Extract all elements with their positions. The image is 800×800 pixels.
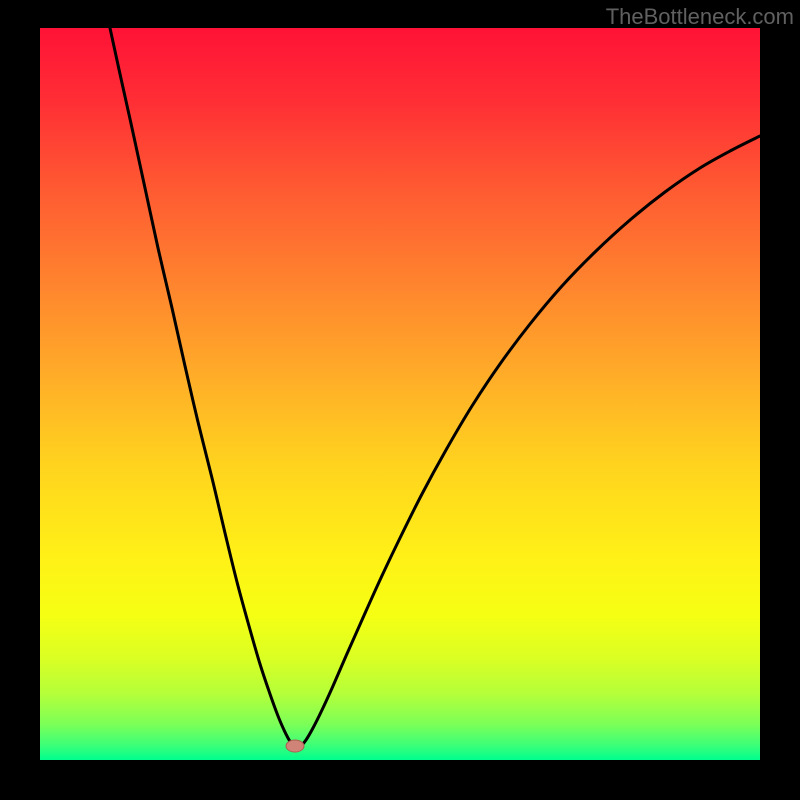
plot-area bbox=[40, 28, 760, 760]
minimum-marker bbox=[286, 740, 304, 752]
bottleneck-curve bbox=[110, 28, 760, 748]
watermark-text: TheBottleneck.com bbox=[606, 4, 794, 30]
curve-layer bbox=[40, 28, 760, 760]
